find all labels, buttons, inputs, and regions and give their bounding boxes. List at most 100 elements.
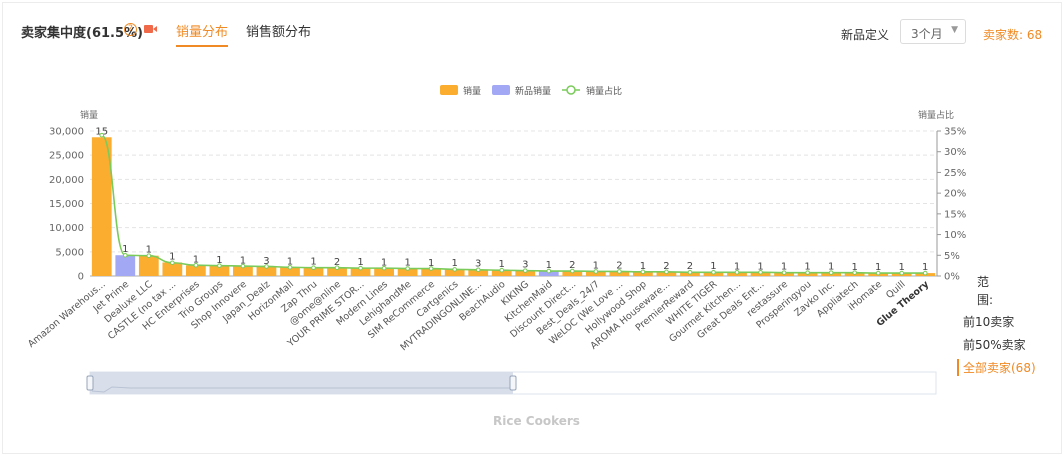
y-tick-right: 15% (944, 209, 966, 220)
y-tick-left: 5,000 (55, 247, 84, 258)
bar-sales (491, 270, 512, 276)
bar-count-label: 1 (734, 261, 740, 272)
share-point (617, 269, 622, 274)
tab-sales-amount[interactable]: 销售额分布 (246, 25, 312, 40)
share-point (875, 270, 881, 276)
bar-count-label: 1 (310, 257, 316, 268)
share-point (405, 266, 410, 271)
share-point (640, 269, 646, 275)
bar-new-sales (115, 255, 136, 276)
share-point (734, 269, 740, 275)
legend-new-sales-label: 新品销量 (515, 85, 551, 97)
bar-count-label: 1 (216, 255, 222, 266)
bar-count-label: 1 (899, 262, 905, 273)
bar-count-label: 1 (922, 262, 928, 273)
range-option-top10[interactable]: 前10卖家 (963, 315, 1015, 329)
bar-count-label: 2 (616, 261, 622, 272)
x-tick-label: Amazon Warehous... (26, 279, 108, 350)
y-tick-right: 30% (944, 147, 966, 158)
y-tick-left: 25,000 (49, 151, 84, 162)
y-tick-left: 30,000 (49, 127, 84, 138)
bar-sales (397, 268, 418, 276)
zoom-preview-line (91, 386, 511, 393)
bar-count-label: 3 (475, 259, 481, 270)
legend-share-label: 销量占比 (586, 85, 622, 97)
y-tick-right: 25% (944, 168, 966, 179)
bar-count-label: 1 (804, 262, 810, 273)
share-point (852, 270, 857, 275)
bar-count-label: 2 (334, 257, 340, 268)
video-icon[interactable] (144, 25, 157, 33)
share-point (570, 268, 575, 274)
seller-count: 卖家数: 68 (983, 28, 1043, 42)
concentration-title: 卖家集中度(61.5%) (21, 26, 143, 41)
share-point (781, 270, 787, 275)
y-tick-right: 0% (944, 272, 960, 283)
share-point (805, 270, 810, 275)
bar-count-label: 1 (404, 258, 410, 269)
bar-new-sales (538, 271, 559, 276)
bar-count-label: 1 (499, 259, 505, 270)
range-option-top50pct[interactable]: 前50%卖家 (963, 338, 1026, 352)
chevron-down-icon: ▼ (951, 25, 958, 35)
bar-count-label: 2 (687, 261, 693, 272)
share-point (146, 253, 152, 258)
y-tick-left: 20,000 (49, 175, 84, 186)
y-tick-left: 10,000 (49, 223, 84, 234)
share-point (546, 268, 552, 274)
bar-count-label: 1 (357, 257, 363, 268)
share-point (711, 269, 716, 275)
bar-sales (185, 265, 206, 276)
bar-sales (562, 271, 583, 276)
range-option-all[interactable]: 全部卖家(68) (957, 359, 1036, 376)
bar-count-label: 1 (851, 262, 857, 273)
y-tick-right: 10% (944, 230, 966, 241)
bar-count-label: 3 (522, 260, 528, 271)
bar-count-label: 1 (451, 258, 457, 269)
share-point (452, 267, 457, 272)
y-tick-left: 15,000 (49, 199, 84, 210)
new-product-definition-select[interactable]: 3个月 ▼ (900, 19, 966, 44)
share-point (522, 268, 528, 273)
share-point (311, 265, 316, 271)
tab-sales-volume[interactable]: 销量分布 (176, 21, 229, 47)
legend-sales-swatch (440, 85, 458, 95)
y-tick-right: 35% (944, 127, 966, 138)
bar-count-label: 1 (546, 260, 552, 271)
share-point (99, 132, 105, 138)
legend-share-marker (566, 85, 576, 95)
zoom-handle-left[interactable] (86, 375, 94, 391)
bar-sales (280, 267, 300, 276)
y-tick-right: 20% (944, 189, 966, 200)
y-tick-left: 0 (78, 272, 84, 283)
share-point (334, 265, 340, 271)
bar-count-label: 1 (240, 255, 246, 266)
bar-count-label: 1 (781, 262, 787, 273)
zoom-handle-right[interactable] (509, 375, 517, 391)
share-point (287, 265, 293, 270)
bar-count-label: 1 (122, 244, 128, 255)
share-point (358, 265, 363, 271)
bar-count-label: 1 (287, 256, 293, 267)
share-point (664, 269, 669, 275)
bar-sales (91, 137, 112, 276)
bar-sales (421, 268, 442, 276)
bar-sales (303, 267, 324, 276)
help-icon[interactable]: ? (124, 23, 137, 36)
bar-count-label: 3 (263, 256, 269, 267)
bar-count-label: 1 (640, 261, 646, 272)
share-point (428, 266, 434, 271)
bar-count-label: 1 (710, 261, 716, 272)
select-value: 3个月 (911, 27, 943, 41)
bar-sales (327, 267, 347, 276)
bar-sales (609, 271, 630, 276)
bar-sales (350, 268, 371, 276)
share-point (217, 263, 222, 268)
bar-sales (162, 262, 183, 276)
y-tick-right: 5% (944, 251, 960, 262)
bar-sales (515, 270, 536, 276)
bar-count-label: 1 (875, 262, 881, 273)
share-point (264, 264, 269, 269)
share-point (687, 269, 693, 275)
